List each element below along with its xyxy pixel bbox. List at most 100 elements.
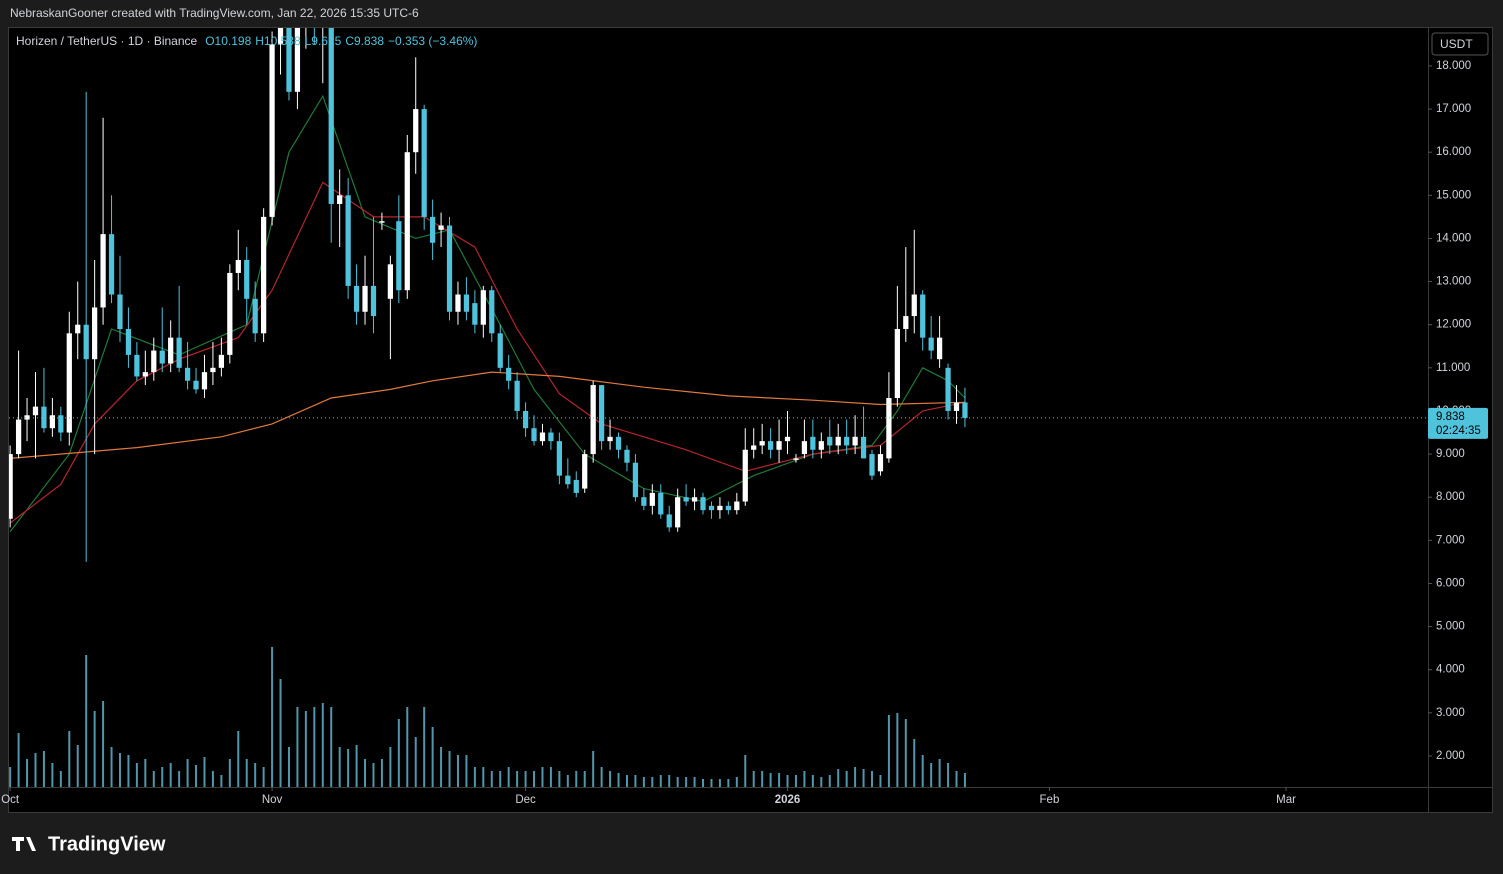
y-tick-label: 15.000 (1436, 189, 1471, 201)
volume-bar (9, 767, 12, 787)
candle-body (176, 337, 182, 368)
candle-body (759, 441, 765, 446)
candle-body (379, 221, 385, 223)
candle-body (506, 367, 512, 381)
volume-bar (397, 719, 400, 787)
volume-bar (279, 679, 282, 787)
candle-body (810, 436, 816, 450)
volume-bar (186, 759, 189, 787)
candle-body (277, 28, 284, 45)
volume-bar (423, 707, 426, 787)
legend-value: L9.625 (305, 34, 342, 48)
candle-body (125, 329, 132, 355)
volume-bar (575, 771, 578, 787)
candle-body (725, 505, 731, 511)
candle-body (691, 497, 698, 502)
volume-bar (330, 707, 333, 787)
candle-body (776, 441, 782, 450)
candle-body (58, 415, 64, 433)
y-tick-label: 13.000 (1436, 276, 1471, 288)
volume-bar (473, 767, 476, 787)
candle-body (387, 264, 393, 299)
y-tick-label: 9.000 (1436, 448, 1465, 460)
volume-bar (879, 775, 882, 787)
volume-bar (321, 703, 324, 787)
candle-body (100, 234, 106, 308)
volume-bar (118, 753, 121, 787)
volume-bar (338, 747, 341, 787)
candle-body (514, 380, 520, 411)
candle-body (108, 234, 115, 295)
currency-button[interactable] (1431, 32, 1489, 56)
volume-bar (102, 701, 105, 787)
volume-bar (490, 771, 493, 787)
volume-bar (26, 759, 29, 787)
candle-body (548, 432, 554, 442)
volume-bar (144, 759, 147, 787)
candle-body (117, 294, 123, 330)
candle-body (362, 285, 368, 312)
volume-bar (110, 747, 113, 787)
candle-body (227, 272, 233, 355)
volume-bar (431, 727, 434, 787)
candle-body (784, 436, 791, 442)
candle-body (936, 337, 943, 360)
candle-body (201, 372, 208, 390)
volume-bar (702, 779, 705, 787)
y-tick-label: 12.000 (1436, 319, 1471, 331)
volume-bar (220, 775, 223, 787)
candle-body (751, 445, 757, 450)
candle-body (649, 492, 655, 506)
volume-bar (34, 753, 37, 787)
candle-body (886, 398, 892, 459)
volume-bar (355, 745, 358, 787)
volume-bar (161, 767, 164, 787)
x-tick-label: Mar (1276, 794, 1296, 806)
candle-body (953, 402, 960, 411)
volume-bar (904, 719, 907, 787)
candle-body (666, 514, 672, 528)
x-tick-label: Oct (1, 794, 20, 806)
candle-body (32, 406, 39, 416)
last-price-label: 9.838 (1436, 411, 1465, 423)
chart-frame (8, 27, 1493, 813)
volume-bar (304, 711, 307, 787)
candle-body (700, 497, 706, 511)
y-tick-label: 5.000 (1436, 621, 1465, 633)
volume-bar (668, 775, 671, 787)
candle-body (683, 497, 689, 502)
candle-body (573, 479, 579, 493)
volume-bar (625, 775, 628, 787)
volume-bar (42, 751, 45, 787)
volume-bar (803, 771, 806, 787)
candle-body (41, 406, 47, 429)
candle-body (632, 462, 639, 498)
candle-body (142, 372, 148, 377)
candle-body (294, 28, 301, 92)
candle-body (286, 28, 292, 92)
countdown: 02:24:35 (1436, 425, 1481, 437)
volume-bar (634, 775, 637, 787)
volume-bar (262, 767, 265, 787)
volume-bar (271, 647, 274, 787)
y-tick-label: 3.000 (1436, 707, 1465, 719)
legend-value: H10.538 (255, 34, 301, 48)
candle-body (734, 501, 740, 511)
candle-body (252, 298, 258, 334)
volume-bar (642, 777, 645, 787)
volume-bar (68, 731, 71, 787)
volume-bar (718, 779, 721, 787)
moving-average (10, 371, 966, 459)
candle-body (463, 294, 470, 312)
volume-bar (761, 771, 764, 787)
volume-bar (592, 751, 595, 787)
candle-body (244, 260, 250, 299)
volume-bar (896, 713, 899, 787)
volume-bar (794, 775, 797, 787)
volume-bar (600, 767, 603, 787)
candle-body (66, 333, 72, 433)
volume-bar (237, 731, 240, 787)
volume-bar (854, 767, 857, 787)
candle-body (184, 367, 191, 381)
candle-body (396, 221, 402, 291)
